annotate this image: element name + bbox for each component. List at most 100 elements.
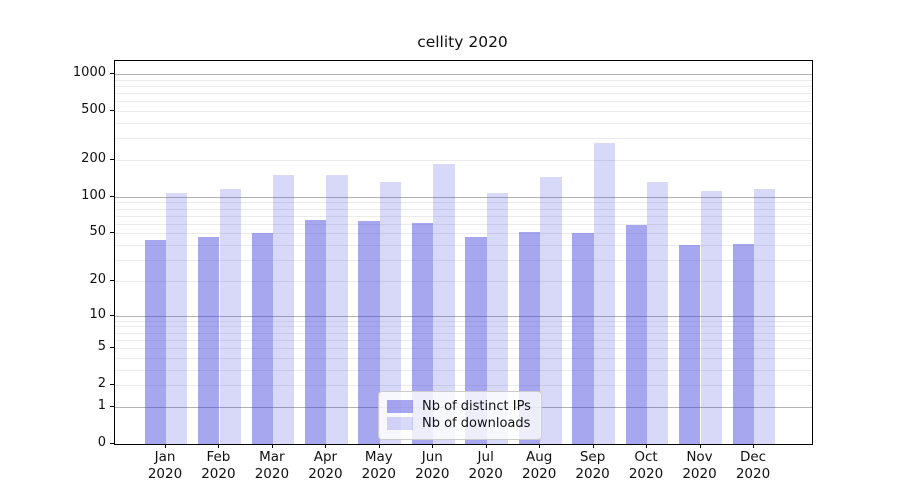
x-tick-year: 2020	[201, 466, 236, 482]
x-tick-year: 2020	[361, 466, 396, 482]
bar-nb-of-distinct-ips-apr	[305, 220, 327, 444]
bar-nb-of-downloads-apr	[326, 174, 348, 444]
x-tick-nov	[699, 444, 701, 448]
y-tick-label-100: 100	[81, 187, 106, 203]
x-tick-label-jun: Jun 2020	[396, 449, 468, 483]
x-tick-year: 2020	[628, 466, 664, 482]
y-gridline-minor-400	[115, 123, 812, 124]
bar-nb-of-downloads-aug	[540, 177, 562, 444]
y-tick-500	[110, 110, 114, 112]
x-tick-aug	[539, 444, 541, 448]
bar-nb-of-downloads-jan	[166, 192, 188, 444]
x-tick-label-aug: Aug 2020	[503, 449, 575, 483]
bar-nb-of-distinct-ips-may	[358, 221, 380, 444]
x-tick-month: Nov	[686, 449, 713, 465]
y-tick-0	[110, 443, 114, 444]
y-gridline-minor-900	[115, 79, 812, 81]
x-tick-month: Oct	[634, 449, 658, 465]
y-gridline-minor-40	[115, 245, 812, 247]
x-tick-label-nov: Nov 2020	[664, 449, 736, 483]
y-gridline-minor-60	[115, 223, 812, 225]
x-tick-month: Dec	[739, 449, 767, 465]
bar-nb-of-downloads-dec	[754, 189, 776, 444]
x-tick-month: Jun	[421, 449, 443, 465]
x-tick-jul	[485, 444, 487, 448]
x-tick-label-jan: Jan 2020	[129, 449, 201, 483]
bar-nb-of-downloads-oct	[647, 182, 669, 444]
bar-nb-of-distinct-ips-sep	[572, 233, 594, 444]
x-tick-year: 2020	[468, 466, 503, 482]
y-tick-label-10: 10	[89, 306, 106, 322]
chart-title: cellity 2020	[417, 33, 508, 51]
x-tick-year: 2020	[147, 466, 183, 482]
x-tick-label-sep: Sep 2020	[557, 449, 629, 483]
y-tick-20	[110, 279, 114, 281]
bar-nb-of-distinct-ips-jun	[411, 223, 434, 444]
x-tick-label-oct: Oct 2020	[610, 449, 682, 483]
bar-nb-of-distinct-ips-jan	[144, 240, 166, 444]
x-tick-year: 2020	[682, 466, 717, 482]
y-gridline-minor-30	[115, 260, 812, 262]
y-gridline-minor-80	[115, 208, 812, 210]
x-tick-sep	[592, 444, 594, 448]
y-tick-10	[110, 314, 114, 316]
y-tick-label-5: 5	[97, 339, 106, 354]
y-tick-label-20: 20	[89, 271, 106, 287]
x-tick-month: Feb	[206, 449, 231, 465]
y-tick-label-2: 2	[97, 376, 106, 392]
bar-nb-of-distinct-ips-dec	[732, 243, 754, 444]
x-tick-feb	[218, 444, 220, 448]
bar-nb-of-downloads-nov	[700, 190, 722, 444]
y-tick-label-0: 0	[97, 435, 106, 450]
y-gridline-minor-8	[115, 326, 812, 328]
y-gridline-minor-300	[115, 138, 812, 140]
x-tick-apr	[325, 444, 327, 448]
bar-nb-of-downloads-jul	[486, 192, 509, 444]
x-tick-month: Aug	[526, 449, 553, 465]
y-gridline-minor-9	[115, 320, 812, 322]
x-tick-may	[378, 444, 380, 448]
x-tick-year: 2020	[415, 466, 450, 482]
legend-label-distinct-ips: Nb of distinct IPs	[422, 399, 531, 414]
y-gridline-minor-3	[115, 369, 812, 371]
legend: Nb of distinct IPs Nb of downloads	[378, 391, 542, 440]
x-tick-jan	[165, 444, 166, 448]
bar-nb-of-downloads-feb	[219, 189, 241, 444]
y-tick-50	[110, 232, 114, 234]
x-tick-mar	[271, 444, 273, 448]
y-tick-2	[110, 384, 114, 386]
x-tick-dec	[753, 444, 754, 448]
x-tick-oct	[646, 444, 647, 448]
y-gridline-minor-800	[115, 85, 812, 87]
y-gridline-minor-5	[115, 348, 812, 349]
bar-nb-of-downloads-sep	[593, 142, 615, 444]
x-tick-month: May	[364, 449, 393, 465]
y-gridline-major-1000	[115, 74, 812, 75]
y-gridline-minor-500	[115, 111, 812, 113]
x-tick-year: 2020	[308, 466, 343, 482]
bar-nb-of-downloads-may	[379, 182, 402, 444]
x-tick-label-apr: Apr 2020	[289, 449, 361, 483]
y-gridline-minor-600	[115, 101, 812, 103]
x-tick-month: Apr	[313, 449, 338, 465]
y-gridline-minor-700	[115, 93, 812, 95]
y-gridline-minor-2	[115, 385, 812, 387]
y-gridline-minor-50	[115, 233, 812, 235]
y-tick-1000	[110, 73, 114, 74]
legend-label-downloads: Nb of downloads	[422, 416, 531, 431]
y-tick-label-500: 500	[81, 102, 106, 118]
y-tick-label-50: 50	[89, 224, 106, 240]
legend-swatch-distinct-ips	[387, 400, 413, 413]
y-tick-1	[110, 405, 114, 407]
legend-item-downloads: Nb of downloads	[387, 416, 531, 431]
y-gridline-minor-7	[115, 332, 812, 334]
bar-nb-of-distinct-ips-nov	[679, 245, 701, 444]
y-tick-200	[110, 159, 114, 160]
y-tick-label-1000: 1000	[72, 65, 106, 80]
y-gridline-minor-6	[115, 339, 812, 341]
x-tick-month: Jan	[154, 449, 176, 465]
legend-swatch-downloads	[387, 417, 413, 430]
bar-nb-of-downloads-mar	[272, 174, 295, 444]
y-tick-label-200: 200	[81, 151, 106, 166]
y-gridline-major-100	[115, 196, 812, 198]
